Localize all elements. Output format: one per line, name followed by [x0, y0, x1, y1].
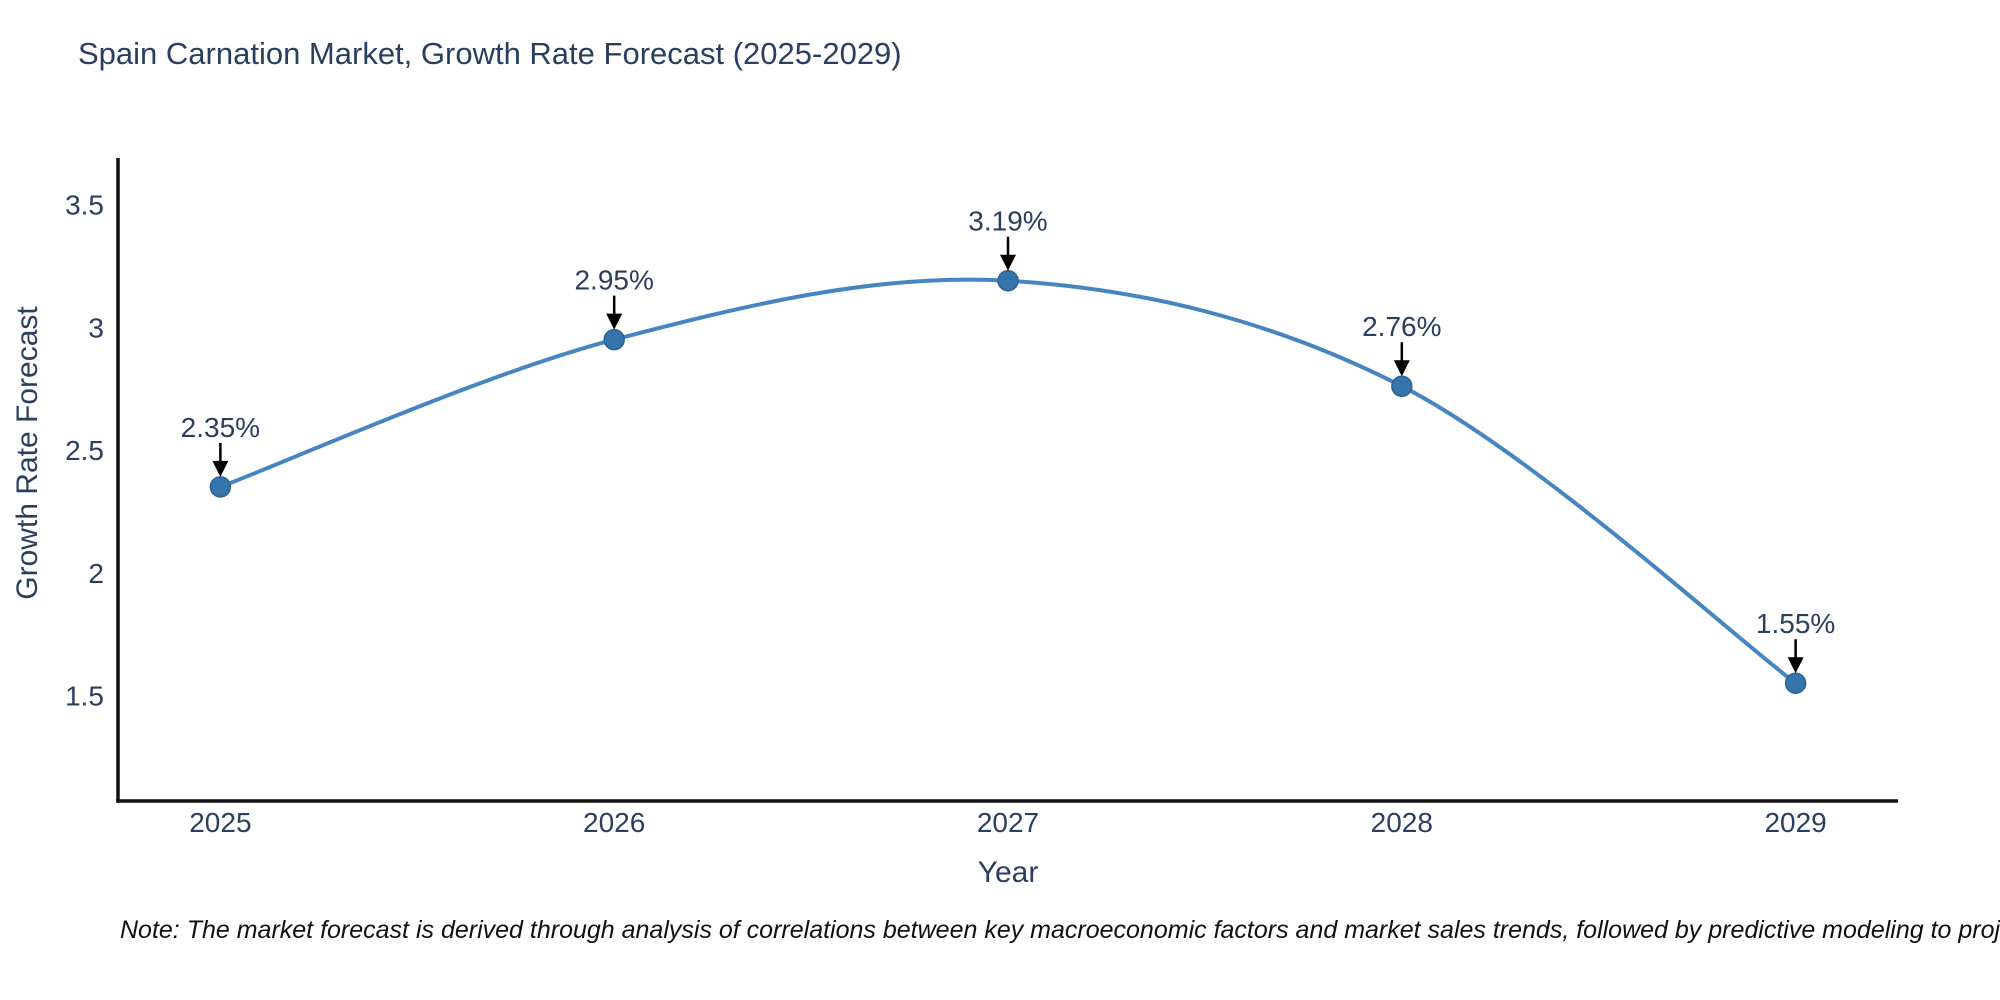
annotation-arrowhead	[1000, 254, 1016, 271]
data-point-marker	[209, 476, 232, 498]
y-tick-label: 3	[88, 312, 104, 343]
y-tick-label: 3.5	[65, 190, 104, 221]
x-tick-label: 2026	[583, 807, 645, 838]
data-point-marker	[1784, 672, 1807, 694]
x-axis-title: Year	[977, 856, 1039, 889]
data-point-marker	[997, 269, 1019, 292]
y-axis-title: Growth Rate Forecast	[11, 306, 44, 600]
x-tick-label: 2028	[1371, 807, 1433, 838]
y-tick-label: 2	[88, 558, 104, 589]
x-tick-label: 2025	[189, 807, 251, 838]
annotation-arrowhead	[1393, 360, 1410, 377]
x-tick-label: 2029	[1764, 807, 1826, 838]
annotation-label: 2.76%	[1362, 311, 1441, 342]
data-point-marker	[1391, 375, 1413, 397]
x-tick-label: 2027	[977, 807, 1039, 838]
data-point-marker	[603, 328, 625, 351]
y-tick-label: 1.5	[65, 680, 104, 711]
chart-title: Spain Carnation Market, Growth Rate Fore…	[78, 36, 902, 71]
trend-line	[218, 277, 1798, 686]
annotation-label: 2.95%	[574, 265, 653, 296]
annotation-label: 3.19%	[968, 206, 1047, 237]
annotation-arrowhead	[1787, 657, 1804, 674]
footnote: Note: The market forecast is derived thr…	[120, 916, 2000, 944]
y-tick-label: 2.5	[65, 435, 104, 466]
annotation-label: 1.55%	[1756, 608, 1835, 639]
annotation-arrowhead	[606, 313, 623, 330]
annotation-arrowhead	[212, 460, 229, 477]
annotation-label: 2.35%	[181, 412, 260, 443]
